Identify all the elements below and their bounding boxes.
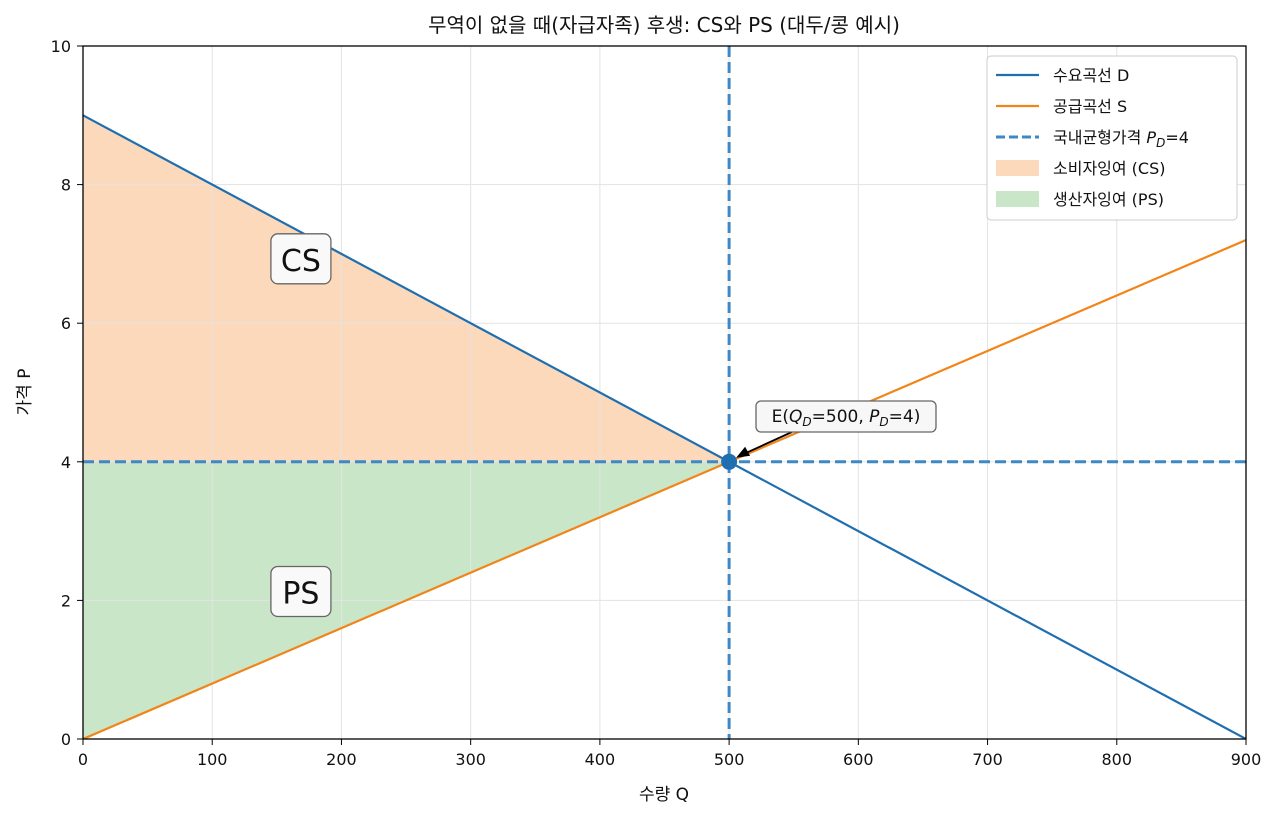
plot-clip-group [83, 46, 1246, 739]
x-tick-label: 900 [1231, 750, 1262, 769]
legend-p: P [1146, 128, 1156, 147]
cs-label: CS [281, 244, 321, 279]
y-tick-label: 2 [61, 591, 71, 610]
equilibrium-annotation: E(QD=500, PD=4) [772, 407, 921, 429]
x-tick-label: 0 [78, 750, 88, 769]
annotation-p: P [869, 407, 880, 427]
x-tick-label: 100 [197, 750, 228, 769]
legend-box [986, 55, 1238, 221]
ps-label-box [270, 565, 332, 618]
annotation-q: Q [789, 407, 802, 427]
legend-p-suffix: =4 [1165, 128, 1189, 147]
axes-frame [82, 45, 1247, 740]
x-tick-label: 700 [972, 750, 1003, 769]
legend-ps-label: 생산자잉여 (PS) [1053, 190, 1164, 209]
equilibrium-point [721, 453, 738, 470]
demand-curve [83, 114, 1246, 739]
legend-cs-swatch [996, 160, 1039, 176]
legend-domestic-price-label: 국내균형가격 PD=4 [1053, 128, 1189, 150]
x-tick-label: 400 [585, 750, 616, 769]
plot-area: 0 100 200 300 400 500 600 700 800 900 0 2 4 6 8 10 E(QD=… [51, 37, 1262, 769]
annotation-suffix: =4) [889, 407, 921, 427]
y-tick-label: 0 [61, 730, 71, 749]
y-tick-label: 10 [51, 37, 71, 56]
annotation-p-sub: D [879, 415, 888, 429]
y-axis-label: 가격 P [15, 369, 35, 416]
x-tick-label: 800 [1102, 750, 1133, 769]
x-tick-label: 300 [455, 750, 486, 769]
annotation-arrow-line [743, 431, 793, 455]
x-tick-label: 200 [326, 750, 357, 769]
y-tick-label: 4 [61, 453, 71, 472]
annotation-mid: =500, [812, 407, 870, 427]
x-tick-label: 500 [714, 750, 745, 769]
annotation-q-sub: D [802, 415, 811, 429]
legend-demand-label: 수요곡선 D [1053, 66, 1129, 85]
y-tick-label: 8 [61, 176, 71, 195]
supply-curve [83, 239, 1246, 739]
x-axis-label: 수량 Q [639, 785, 689, 805]
chart-title: 무역이 없을 때(자급자족) 후생: CS와 PS (대두/콩 예시) [428, 13, 900, 37]
cs-label-box [270, 233, 332, 285]
legend-cs-label: 소비자잉여 (CS) [1053, 159, 1166, 178]
y-tick-label: 6 [61, 314, 71, 333]
x-tick-label: 600 [843, 750, 874, 769]
legend-supply-label: 공급곡선 S [1053, 97, 1127, 116]
legend-p-sub: D [1156, 136, 1165, 150]
annotation-arrowhead [736, 446, 751, 458]
annotation-box [755, 400, 937, 433]
legend-ps-swatch [996, 191, 1039, 207]
ps-label: PS [282, 576, 319, 611]
